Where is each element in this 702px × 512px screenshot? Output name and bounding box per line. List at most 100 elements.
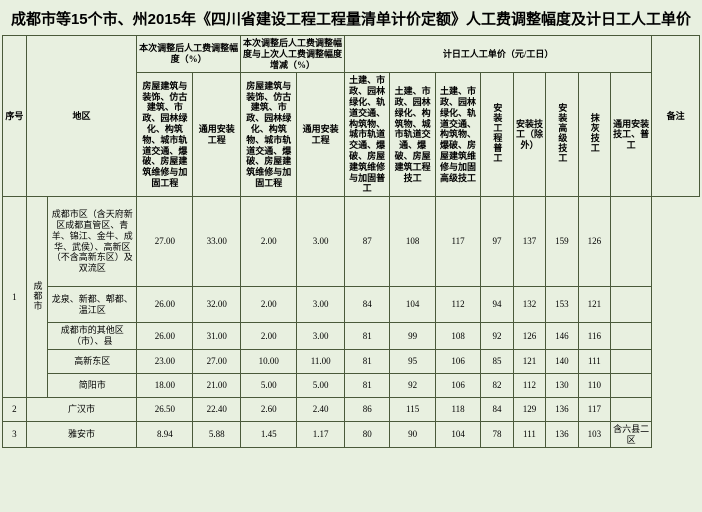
th-g3c1: 土建、市政、园林绿化、轨道交通、构筑物、城市轨道交通、爆破、房屋建筑维修与加固普… [344, 73, 389, 197]
th-g3c2: 土建、市政、园林绿化、构筑物、城市轨道交通、爆破、房屋建筑工程技工 [390, 73, 435, 197]
cell-val: 121 [578, 287, 610, 323]
cell-val: 159 [546, 197, 578, 287]
cell-val: 23.00 [137, 349, 193, 373]
th-g3c6: 安装高级技工 [546, 73, 578, 197]
cell-val: 137 [513, 197, 545, 287]
cell-val: 3.00 [297, 197, 345, 287]
cell-val: 86 [344, 397, 389, 421]
th-g3c7: 抹灰技工 [578, 73, 610, 197]
th-g1: 本次调整后人工费调整幅度（%） [137, 36, 241, 73]
cell-val: 81 [344, 323, 389, 350]
cell-seq: 1 [3, 197, 27, 398]
cell-val: 104 [435, 421, 480, 448]
data-table: 序号 地区 本次调整后人工费调整幅度（%） 本次调整后人工费调整幅度与上次人工费… [2, 35, 700, 448]
cell-val: 110 [578, 373, 610, 397]
th-seq: 序号 [3, 36, 27, 197]
cell-val [611, 197, 652, 287]
th-g2c1: 房屋建筑与装饰、仿古建筑、市政、园林绿化、构筑物、城市轨道交通、爆破、房屋建筑维… [241, 73, 297, 197]
cell-val: 108 [435, 323, 480, 350]
cell-region: 雅安市 [26, 421, 136, 448]
cell-val: 121 [513, 349, 545, 373]
th-g3c3: 土建、市政、园林绿化、轨道交通、构筑物、爆破、房屋建筑维修与加固高级技工 [435, 73, 480, 197]
cell-region: 广汉市 [26, 397, 136, 421]
cell-val: 153 [546, 287, 578, 323]
cell-val: 2.40 [297, 397, 345, 421]
cell-val [611, 349, 652, 373]
cell-val: 111 [578, 349, 610, 373]
cell-val: 5.00 [241, 373, 297, 397]
cell-val: 136 [546, 421, 578, 448]
cell-val: 126 [578, 197, 610, 287]
th-region: 地区 [26, 36, 136, 197]
cell-val: 22.40 [193, 397, 241, 421]
cell-group: 成都市 [26, 197, 48, 398]
cell-val: 26.00 [137, 323, 193, 350]
cell-val: 84 [481, 397, 513, 421]
cell-region: 成都市区（含天府新区成都直管区、青羊、锦江、金牛、成华、武侯）、高新区（不含高新… [48, 197, 137, 287]
cell-val: 2.00 [241, 197, 297, 287]
cell-seq: 3 [3, 421, 27, 448]
cell-val: 118 [435, 397, 480, 421]
cell-val: 3.00 [297, 287, 345, 323]
cell-val: 90 [390, 421, 435, 448]
cell-val: 112 [513, 373, 545, 397]
cell-val: 80 [344, 421, 389, 448]
cell-val [611, 397, 652, 421]
cell-val: 10.00 [241, 349, 297, 373]
cell-val: 106 [435, 373, 480, 397]
cell-val: 33.00 [193, 197, 241, 287]
cell-val: 106 [435, 349, 480, 373]
cell-val: 130 [546, 373, 578, 397]
cell-val: 92 [481, 323, 513, 350]
th-g2c2: 通用安装工程 [297, 73, 345, 197]
cell-val: 126 [513, 323, 545, 350]
cell-val: 103 [578, 421, 610, 448]
cell-val [611, 323, 652, 350]
cell-region: 高新东区 [48, 349, 137, 373]
cell-val: 117 [578, 397, 610, 421]
cell-val: 99 [390, 323, 435, 350]
th-remark: 备注 [652, 36, 700, 197]
cell-val [611, 373, 652, 397]
page-title: 成都市等15个市、州2015年《四川省建设工程工程量清单计价定额》人工费调整幅度… [0, 0, 702, 35]
cell-val: 含六县二区 [611, 421, 652, 448]
cell-val: 115 [390, 397, 435, 421]
cell-val: 27.00 [137, 197, 193, 287]
th-g2: 本次调整后人工费调整幅度与上次人工费调整幅度增减（%） [241, 36, 345, 73]
cell-val: 112 [435, 287, 480, 323]
cell-val: 116 [578, 323, 610, 350]
cell-val: 84 [344, 287, 389, 323]
cell-val: 21.00 [193, 373, 241, 397]
cell-val: 2.00 [241, 287, 297, 323]
cell-val: 26.00 [137, 287, 193, 323]
cell-val: 5.88 [193, 421, 241, 448]
cell-val: 117 [435, 197, 480, 287]
cell-val: 111 [513, 421, 545, 448]
cell-region: 简阳市 [48, 373, 137, 397]
cell-val: 3.00 [297, 323, 345, 350]
cell-val: 81 [344, 349, 389, 373]
cell-val: 31.00 [193, 323, 241, 350]
cell-val: 92 [390, 373, 435, 397]
cell-val: 1.45 [241, 421, 297, 448]
th-g3c4: 安装工程普工 [481, 73, 513, 197]
cell-val: 146 [546, 323, 578, 350]
cell-val: 32.00 [193, 287, 241, 323]
cell-val: 132 [513, 287, 545, 323]
th-g1c2: 通用安装工程 [193, 73, 241, 197]
cell-val: 82 [481, 373, 513, 397]
th-g3: 计日工人工单价（元/工日） [344, 36, 651, 73]
cell-val: 129 [513, 397, 545, 421]
cell-val: 85 [481, 349, 513, 373]
cell-val: 97 [481, 197, 513, 287]
cell-region: 成都市的其他区（市）、县 [48, 323, 137, 350]
cell-val: 94 [481, 287, 513, 323]
cell-val: 26.50 [137, 397, 193, 421]
cell-val: 81 [344, 373, 389, 397]
cell-val: 27.00 [193, 349, 241, 373]
cell-val: 87 [344, 197, 389, 287]
th-g1c1: 房屋建筑与装饰、仿古建筑、市政、园林绿化、构筑物、城市轨道交通、爆破、房屋建筑维… [137, 73, 193, 197]
cell-val: 18.00 [137, 373, 193, 397]
cell-val: 2.00 [241, 323, 297, 350]
cell-val: 1.17 [297, 421, 345, 448]
